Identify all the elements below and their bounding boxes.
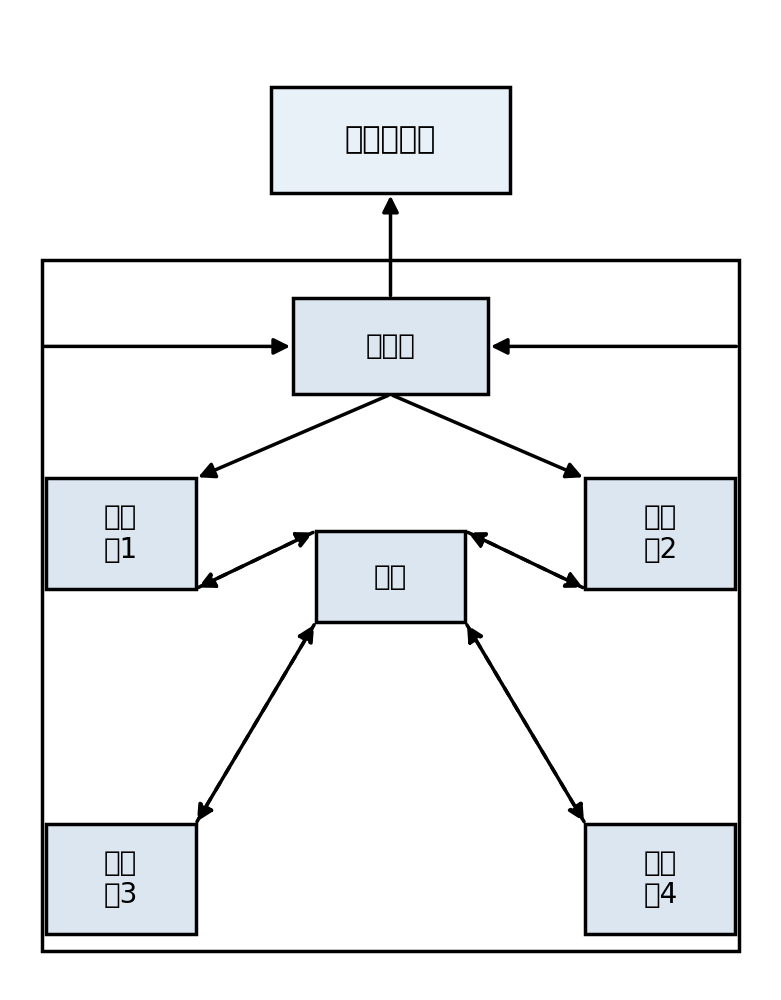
Bar <box>270 87 511 193</box>
Text: 从锚
点3: 从锚 点3 <box>103 849 137 909</box>
Bar <box>586 824 736 934</box>
Bar <box>45 478 195 589</box>
Bar <box>586 478 736 589</box>
Bar <box>316 531 465 622</box>
Text: 从锚
点2: 从锚 点2 <box>644 503 678 564</box>
Text: 从锚
点1: 从锚 点1 <box>103 503 137 564</box>
Bar <box>45 824 195 934</box>
Text: 从锚
点4: 从锚 点4 <box>644 849 678 909</box>
Text: 定位服务器: 定位服务器 <box>345 125 436 154</box>
Text: 标签: 标签 <box>374 563 407 591</box>
Bar <box>293 298 488 394</box>
Text: 主锚点: 主锚点 <box>366 332 415 360</box>
Bar <box>42 260 739 951</box>
